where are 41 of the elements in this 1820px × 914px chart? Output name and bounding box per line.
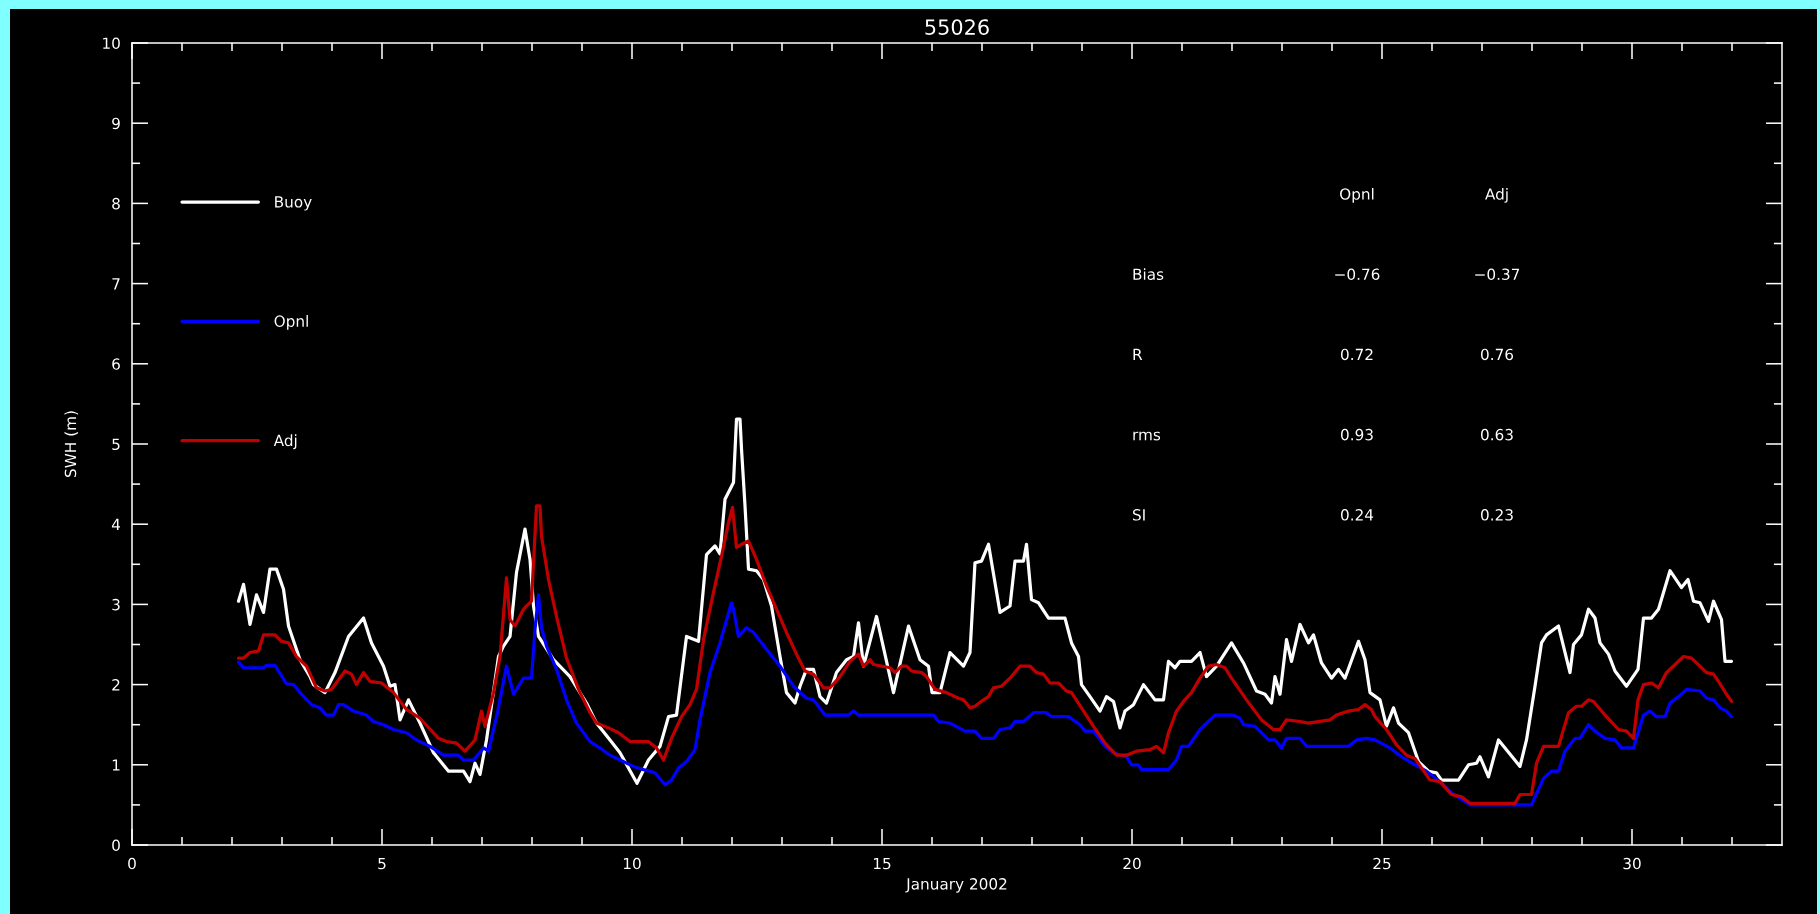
y-tick-label: 3 xyxy=(112,598,120,611)
y-tick-label: 0 xyxy=(112,839,120,852)
annotation: 0.72 xyxy=(1341,348,1373,361)
line-series xyxy=(236,593,1734,807)
annotation: −0.37 xyxy=(1475,268,1520,281)
line-series xyxy=(236,417,1734,785)
y-tick-label: 4 xyxy=(111,518,121,530)
annotation: Opnl xyxy=(1340,187,1374,203)
chart-title: 55026 xyxy=(925,19,989,35)
annotation: 0.93 xyxy=(1341,428,1373,441)
legend-label: Opnl xyxy=(274,315,308,330)
y-tick-label: 2 xyxy=(112,679,120,691)
y-tick-label: 6 xyxy=(112,358,120,370)
y-tick-label: 7 xyxy=(112,278,120,290)
x-tick-label: 15 xyxy=(873,857,891,870)
annotation: 0.24 xyxy=(1341,509,1374,521)
y-axis-title: SWH (m) xyxy=(64,411,79,477)
annotation: −0.76 xyxy=(1335,268,1380,281)
annotation: SI xyxy=(1133,509,1145,521)
annotation: Adj xyxy=(1485,187,1508,203)
x-axis-title: January 2002 xyxy=(905,878,1007,893)
annotation: 0.63 xyxy=(1481,428,1513,441)
y-tick-label: 5 xyxy=(112,438,120,451)
line-series xyxy=(236,504,1734,805)
annotation: Bias xyxy=(1133,268,1164,281)
legend-label: Adj xyxy=(273,434,297,450)
x-tick-label: 5 xyxy=(378,857,386,870)
y-tick-label: 9 xyxy=(112,117,120,130)
y-tick-label: 8 xyxy=(112,197,120,210)
annotation: 0.23 xyxy=(1481,509,1513,521)
y-tick-label: 10 xyxy=(103,37,120,50)
legend-label: Buoy xyxy=(275,196,312,211)
x-tick-label: 25 xyxy=(1373,857,1391,870)
annotation: rms xyxy=(1133,431,1161,441)
x-tick-label: 20 xyxy=(1123,857,1141,870)
x-tick-label: 10 xyxy=(623,857,641,870)
y-tick-label: 1 xyxy=(112,759,120,771)
x-tick-label: 0 xyxy=(128,857,136,870)
annotation: R xyxy=(1133,348,1143,360)
annotation: 0.76 xyxy=(1481,348,1514,361)
x-tick-label: 30 xyxy=(1623,857,1641,870)
